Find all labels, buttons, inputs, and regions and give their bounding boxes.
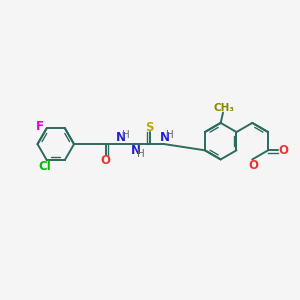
- Text: O: O: [279, 144, 289, 157]
- Text: N: N: [116, 131, 126, 144]
- Text: H: H: [122, 130, 130, 140]
- Text: CH₃: CH₃: [213, 103, 234, 112]
- Text: O: O: [249, 159, 259, 172]
- Text: O: O: [100, 154, 110, 167]
- Text: S: S: [146, 121, 154, 134]
- Text: H: H: [137, 148, 145, 158]
- Text: F: F: [36, 120, 44, 133]
- Text: N: N: [131, 144, 141, 157]
- Text: N: N: [160, 131, 170, 144]
- Text: Cl: Cl: [39, 160, 52, 173]
- Text: H: H: [167, 130, 174, 140]
